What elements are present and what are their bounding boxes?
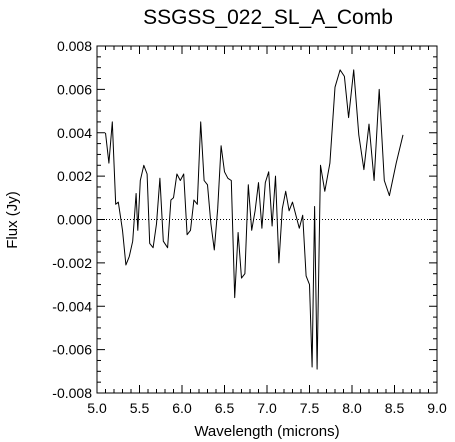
y-tick-label: -0.004 bbox=[52, 298, 92, 314]
y-axis-label: Flux (Jy) bbox=[4, 191, 21, 249]
chart-title: SSGSS_022_SL_A_Comb bbox=[143, 6, 393, 29]
y-tick-label: -0.006 bbox=[52, 342, 92, 358]
y-tick-label: -0.008 bbox=[52, 385, 92, 401]
tick-layer: 5.0 5.5 6.0 6.5 7.0 7.5 8.0 8.5 9.0 -0.008 -0.006 -… bbox=[52, 38, 447, 416]
x-tick-label: 8.0 bbox=[342, 400, 362, 416]
y-tick-label: 0.004 bbox=[57, 125, 92, 141]
x-tick-label: 5.0 bbox=[87, 400, 107, 416]
x-tick-label: 9.0 bbox=[427, 400, 447, 416]
x-axis-label: Wavelength (microns) bbox=[194, 423, 339, 440]
x-tick-label: 6.0 bbox=[172, 400, 192, 416]
x-tick-label: 7.5 bbox=[300, 400, 320, 416]
x-tick-label: 8.5 bbox=[385, 400, 405, 416]
x-tick-label: 5.5 bbox=[130, 400, 150, 416]
y-tick-label: -0.002 bbox=[52, 255, 92, 271]
y-tick-label: 0.008 bbox=[57, 38, 92, 54]
series-layer bbox=[105, 69, 404, 370]
y-tick-label: 0.002 bbox=[57, 168, 92, 184]
y-tick-label: 0.000 bbox=[57, 212, 92, 228]
x-tick-label: 6.5 bbox=[215, 400, 235, 416]
y-tick-label: 0.006 bbox=[57, 81, 92, 97]
flux-series-line bbox=[105, 69, 404, 370]
x-tick-label: 7.0 bbox=[257, 400, 277, 416]
